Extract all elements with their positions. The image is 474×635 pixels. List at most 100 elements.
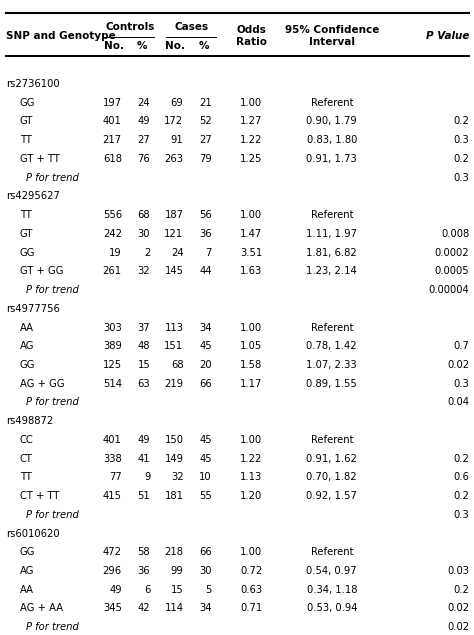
- Text: 0.02: 0.02: [447, 603, 469, 613]
- Text: 0.03: 0.03: [447, 566, 469, 576]
- Text: 21: 21: [199, 98, 212, 108]
- Text: 1.17: 1.17: [240, 378, 263, 389]
- Text: No.: No.: [104, 41, 124, 51]
- Text: 1.11, 1.97: 1.11, 1.97: [306, 229, 357, 239]
- Text: 24: 24: [137, 98, 150, 108]
- Text: 15: 15: [137, 360, 150, 370]
- Text: GG: GG: [20, 248, 36, 258]
- Text: GG: GG: [20, 547, 36, 558]
- Text: 145: 145: [164, 266, 183, 276]
- Text: 1.00: 1.00: [240, 323, 262, 333]
- Text: 0.70, 1.82: 0.70, 1.82: [307, 472, 357, 483]
- Text: 1.20: 1.20: [240, 491, 262, 501]
- Text: GG: GG: [20, 98, 36, 108]
- Text: 3.51: 3.51: [240, 248, 262, 258]
- Text: 34: 34: [200, 323, 212, 333]
- Text: 0.91, 1.62: 0.91, 1.62: [306, 453, 357, 464]
- Text: 218: 218: [164, 547, 183, 558]
- Text: 1.05: 1.05: [240, 341, 262, 351]
- Text: 345: 345: [103, 603, 122, 613]
- Text: 45: 45: [199, 341, 212, 351]
- Text: 49: 49: [137, 116, 150, 126]
- Text: 151: 151: [164, 341, 183, 351]
- Text: 1.27: 1.27: [240, 116, 263, 126]
- Text: 1.23, 2.14: 1.23, 2.14: [306, 266, 357, 276]
- Text: 0.90, 1.79: 0.90, 1.79: [306, 116, 357, 126]
- Text: 99: 99: [171, 566, 183, 576]
- Text: 63: 63: [137, 378, 150, 389]
- Text: CT: CT: [20, 453, 33, 464]
- Text: 27: 27: [199, 135, 212, 145]
- Text: 296: 296: [103, 566, 122, 576]
- Text: 1.81, 6.82: 1.81, 6.82: [306, 248, 357, 258]
- Text: 36: 36: [137, 566, 150, 576]
- Text: 242: 242: [103, 229, 122, 239]
- Text: AA: AA: [20, 585, 34, 595]
- Text: 0.04: 0.04: [447, 398, 469, 408]
- Text: 114: 114: [164, 603, 183, 613]
- Text: 0.34, 1.18: 0.34, 1.18: [307, 585, 357, 595]
- Text: 556: 556: [103, 210, 122, 220]
- Text: 261: 261: [103, 266, 122, 276]
- Text: 0.0005: 0.0005: [435, 266, 469, 276]
- Text: 0.008: 0.008: [441, 229, 469, 239]
- Text: 19: 19: [109, 248, 122, 258]
- Text: P for trend: P for trend: [26, 285, 79, 295]
- Text: 0.7: 0.7: [454, 341, 469, 351]
- Text: 0.6: 0.6: [454, 472, 469, 483]
- Text: 1.25: 1.25: [240, 154, 263, 164]
- Text: 5: 5: [206, 585, 212, 595]
- Text: 32: 32: [171, 472, 183, 483]
- Text: Referent: Referent: [310, 435, 353, 445]
- Text: Controls: Controls: [106, 22, 155, 32]
- Text: GT: GT: [20, 116, 33, 126]
- Text: 514: 514: [103, 378, 122, 389]
- Text: 45: 45: [199, 453, 212, 464]
- Text: GT + TT: GT + TT: [20, 154, 60, 164]
- Text: TT: TT: [20, 135, 32, 145]
- Text: 1.00: 1.00: [240, 98, 262, 108]
- Text: 125: 125: [103, 360, 122, 370]
- Text: Referent: Referent: [310, 210, 353, 220]
- Text: AG: AG: [20, 341, 35, 351]
- Text: 0.3: 0.3: [454, 378, 469, 389]
- Text: P for trend: P for trend: [26, 510, 79, 520]
- Text: 0.78, 1.42: 0.78, 1.42: [307, 341, 357, 351]
- Text: 0.83, 1.80: 0.83, 1.80: [307, 135, 357, 145]
- Text: 0.00004: 0.00004: [428, 285, 469, 295]
- Text: TT: TT: [20, 210, 32, 220]
- Text: 1.07, 2.33: 1.07, 2.33: [307, 360, 357, 370]
- Text: 1.00: 1.00: [240, 435, 262, 445]
- Text: GT + GG: GT + GG: [20, 266, 64, 276]
- Text: 0.3: 0.3: [454, 173, 469, 183]
- Text: %: %: [137, 41, 147, 51]
- Text: 66: 66: [199, 547, 212, 558]
- Text: 263: 263: [164, 154, 183, 164]
- Text: 20: 20: [199, 360, 212, 370]
- Text: 0.3: 0.3: [454, 135, 469, 145]
- Text: 338: 338: [103, 453, 122, 464]
- Text: 1.22: 1.22: [240, 453, 263, 464]
- Text: 149: 149: [164, 453, 183, 464]
- Text: 66: 66: [199, 378, 212, 389]
- Text: rs6010620: rs6010620: [6, 528, 59, 538]
- Text: P Value: P Value: [426, 31, 469, 41]
- Text: 91: 91: [171, 135, 183, 145]
- Text: 1.63: 1.63: [240, 266, 262, 276]
- Text: Cases: Cases: [175, 22, 209, 32]
- Text: 0.53, 0.94: 0.53, 0.94: [307, 603, 357, 613]
- Text: 7: 7: [206, 248, 212, 258]
- Text: 1.22: 1.22: [240, 135, 263, 145]
- Text: 0.2: 0.2: [454, 116, 469, 126]
- Text: 10: 10: [199, 472, 212, 483]
- Text: AG: AG: [20, 566, 35, 576]
- Text: 0.91, 1.73: 0.91, 1.73: [306, 154, 357, 164]
- Text: 49: 49: [137, 435, 150, 445]
- Text: 41: 41: [137, 453, 150, 464]
- Text: 15: 15: [171, 585, 183, 595]
- Text: 68: 68: [137, 210, 150, 220]
- Text: CC: CC: [20, 435, 34, 445]
- Text: rs4977756: rs4977756: [6, 304, 60, 314]
- Text: 42: 42: [137, 603, 150, 613]
- Text: 197: 197: [103, 98, 122, 108]
